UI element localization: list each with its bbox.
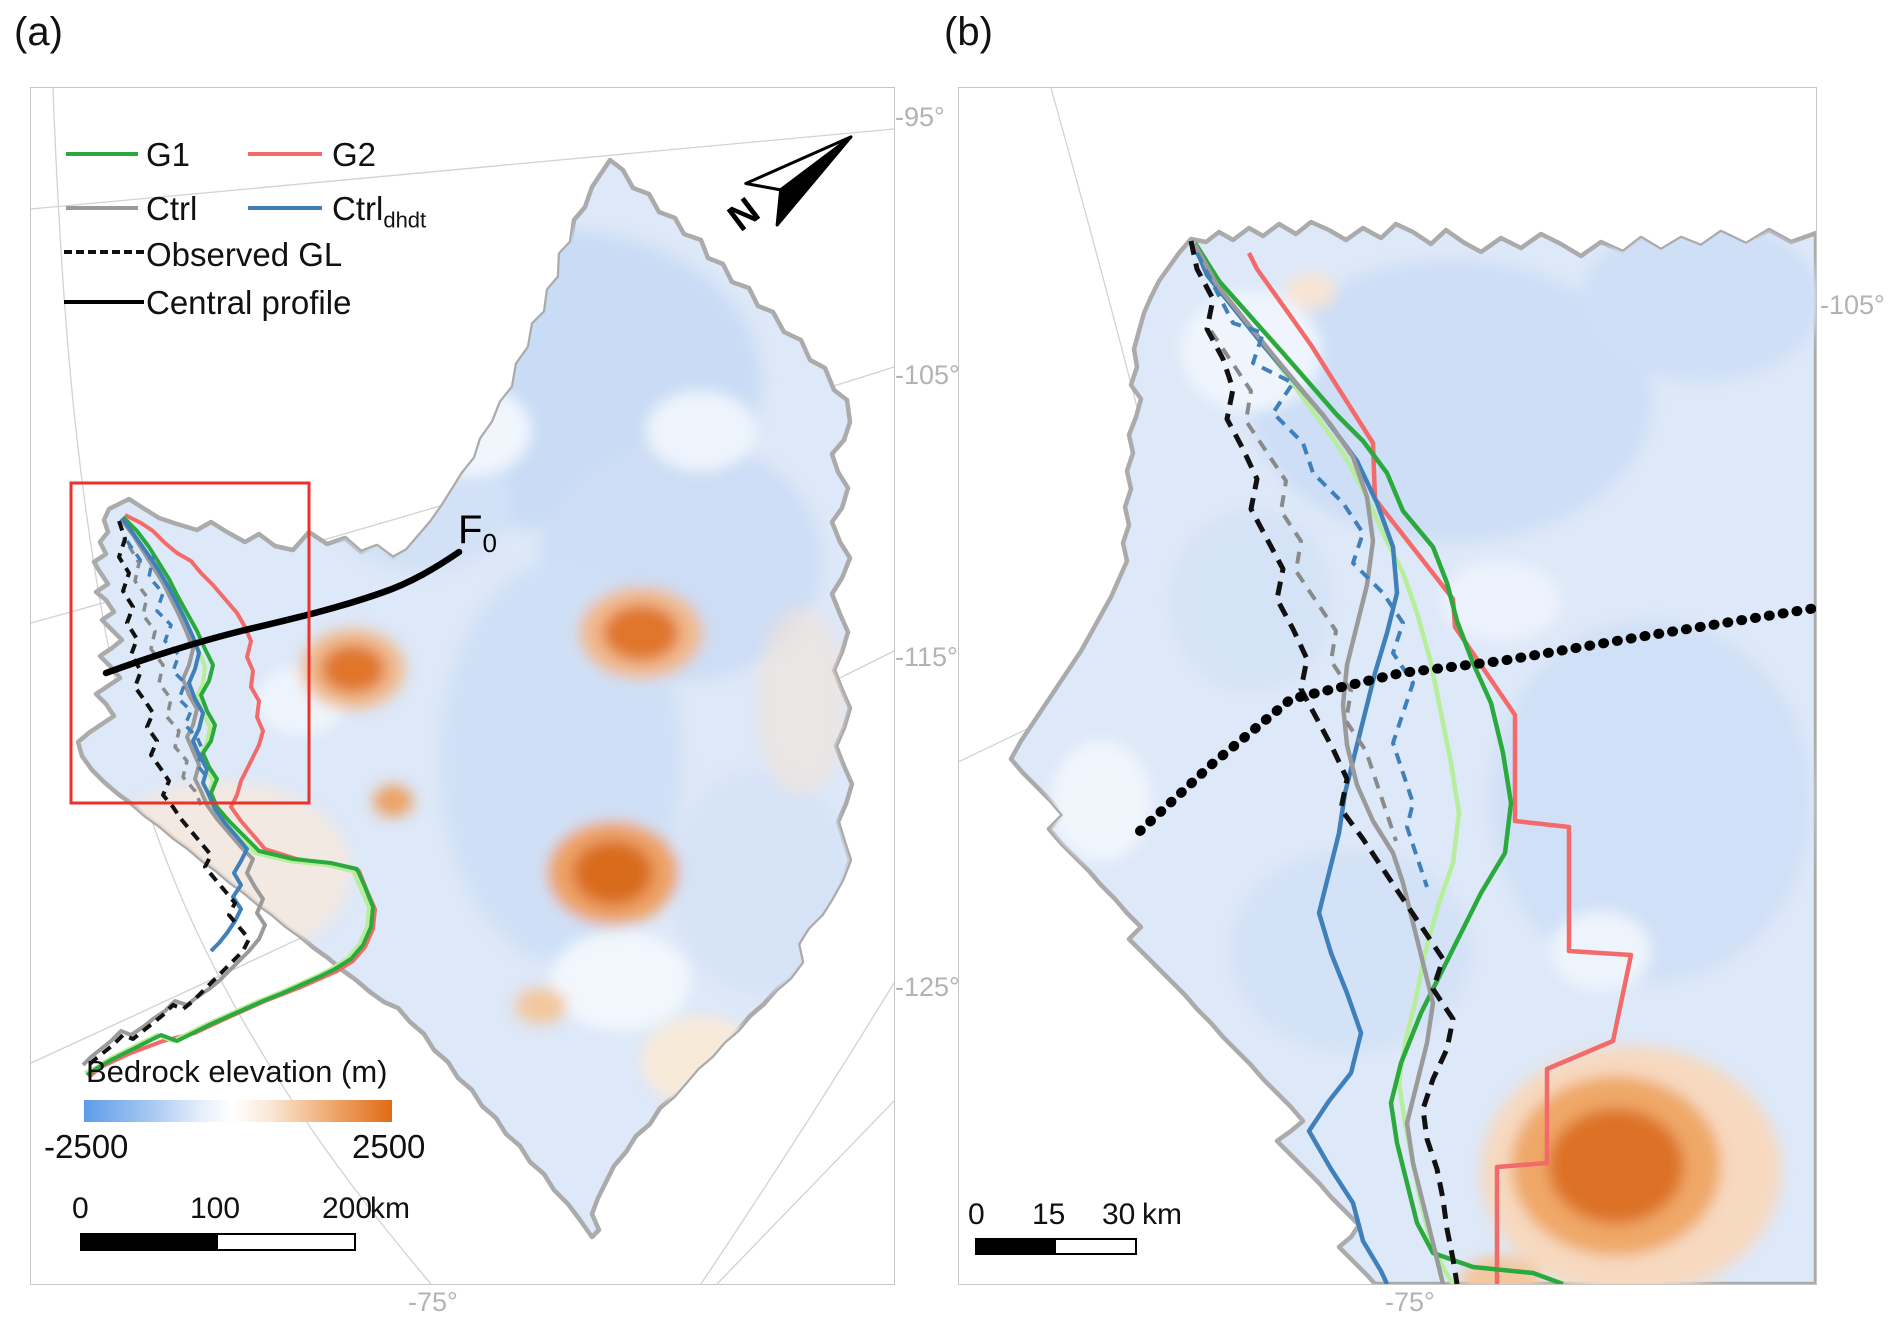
ctrl-dhdt-swatch [248, 206, 322, 210]
scalebar-a-200: 200 [322, 1192, 373, 1225]
grat-label-95a: -95° [895, 102, 945, 132]
dashed-blue-line-a [125, 539, 209, 779]
legend-label-observed: Observed GL [146, 236, 343, 273]
grat-label-105b: -105° [1820, 290, 1885, 320]
g2-swatch [248, 152, 322, 156]
north-arrow-icon: N [720, 135, 853, 240]
colorbar-gradient [84, 1100, 392, 1122]
central-profile-swatch [64, 300, 144, 304]
dashed-gray-line-a [127, 545, 203, 806]
grounding-lines-b [1188, 240, 1634, 1284]
grat-label-75a: -75° [408, 1287, 458, 1317]
legend-label-ctrl: Ctrl [146, 190, 198, 227]
g2-line-b [1246, 251, 1634, 1284]
north-arrow-letter: N [720, 190, 767, 240]
grat-label-75b: -75° [1385, 1287, 1435, 1317]
legend-label-ctrl-dhdt: Ctrldhdt [332, 190, 426, 234]
scalebar-a-unit: km [370, 1192, 410, 1225]
zoom-extent-box [69, 481, 311, 805]
legend-label-ctrl-dhdt-main: Ctrl [332, 190, 384, 227]
scalebar-b-fill [977, 1240, 1056, 1253]
legend-label-g2: G2 [332, 136, 377, 173]
grat-label-105a: -105° [895, 360, 960, 390]
scalebar-b-unit: km [1142, 1198, 1182, 1231]
panel-a-title: (a) [14, 10, 63, 54]
scalebar-a-100: 100 [190, 1192, 241, 1225]
observed-gl-line-b [1188, 240, 1460, 1284]
colorbar-min: -2500 [44, 1128, 129, 1165]
grat-label-115a: -115° [895, 642, 958, 672]
map-panel-b [958, 87, 1817, 1285]
legend-label-profile: Central profile [146, 284, 352, 321]
profile-point-sub: 0 [482, 528, 497, 558]
scalebar-b-0: 0 [968, 1198, 985, 1231]
colorbar-title: Bedrock elevation (m) [86, 1054, 388, 1089]
g1-line-b [1193, 241, 1564, 1284]
scalebar-b-15: 15 [1032, 1198, 1066, 1231]
ice-sheet-outline-b [1008, 219, 1816, 1284]
colorbar-max: 2500 [352, 1128, 426, 1165]
panel-b-title: (b) [944, 10, 993, 54]
legend-label-g1: G1 [146, 136, 191, 173]
ctrl-line-b [1192, 241, 1446, 1284]
ctrl-swatch [66, 206, 138, 210]
profile-point-letter: F [458, 508, 483, 552]
map-panel-a: N [30, 87, 895, 1285]
scalebar-b-30: 30 [1102, 1198, 1136, 1231]
map-b-canvas [959, 88, 1816, 1284]
ctrl-dhdt-line-b [1191, 243, 1400, 1284]
central-profile-line-b [1135, 603, 1816, 836]
scalebar-a-bar [80, 1233, 356, 1251]
grat-label-125a: -125° [895, 972, 960, 1002]
map-a-canvas: N [31, 88, 894, 1284]
profile-point-label: F0 [458, 508, 497, 559]
dashed-blue-line-b [1195, 252, 1429, 888]
scalebar-a-fill [82, 1235, 218, 1249]
ctrl-dhdt-line-a [120, 516, 249, 953]
scalebar-b-bar [975, 1238, 1137, 1255]
g1-swatch [66, 152, 138, 156]
observed-gl-swatch [64, 250, 144, 254]
scalebar-a-0: 0 [72, 1192, 89, 1225]
observed-gl-line-a [83, 520, 251, 1071]
legend-label-ctrl-dhdt-sub: dhdt [383, 207, 427, 233]
